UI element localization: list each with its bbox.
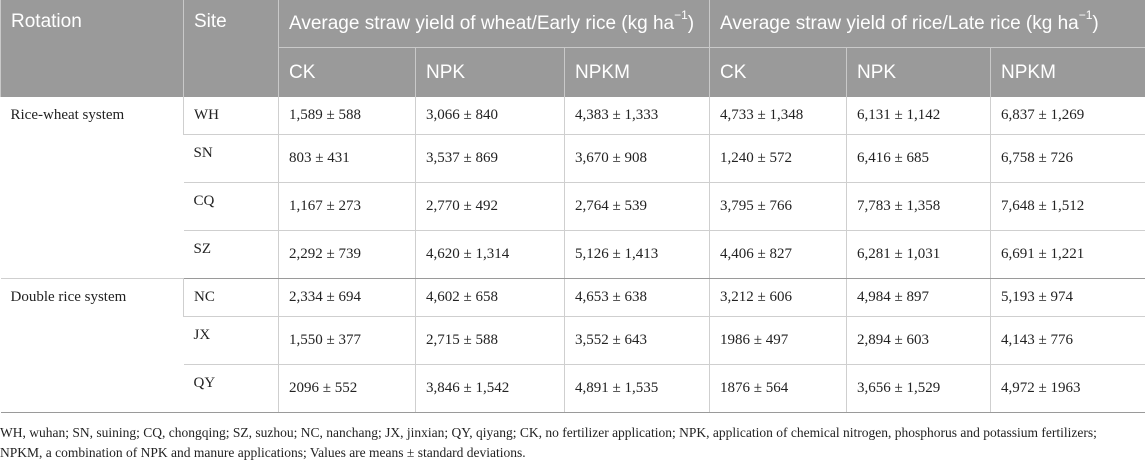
header-group-wheat-early-rice: Average straw yield of wheat/Early rice … (279, 0, 710, 48)
site-cell: CQ (184, 183, 279, 231)
subheader-npkm-2: NPKM (991, 48, 1145, 98)
value-cell: 4,891 ± 1,535 (565, 365, 710, 413)
value-cell: 4,733 ± 1,348 (710, 97, 847, 135)
site-cell: NC (184, 279, 279, 317)
value-cell: 6,131 ± 1,142 (847, 97, 991, 135)
value-cell: 3,537 ± 869 (416, 135, 565, 183)
value-cell: 4,602 ± 658 (416, 279, 565, 317)
header-rotation: Rotation (1, 0, 184, 97)
value-cell: 3,066 ± 840 (416, 97, 565, 135)
value-cell: 4,143 ± 776 (991, 317, 1145, 365)
value-cell: 803 ± 431 (279, 135, 416, 183)
value-cell: 2,715 ± 588 (416, 317, 565, 365)
header-group-rice-late-rice: Average straw yield of rice/Late rice (k… (710, 0, 1145, 48)
value-cell: 1,167 ± 273 (279, 183, 416, 231)
table-footnote: WH, wuhan; SN, suining; CQ, chongqing; S… (0, 413, 1140, 463)
value-cell: 5,126 ± 1,413 (565, 231, 710, 279)
site-cell: JX (184, 317, 279, 365)
value-cell: 7,783 ± 1,358 (847, 183, 991, 231)
value-cell: 2,292 ± 739 (279, 231, 416, 279)
value-cell: 7,648 ± 1,512 (991, 183, 1145, 231)
value-cell: 6,691 ± 1,221 (991, 231, 1145, 279)
header-site: Site (184, 0, 279, 97)
value-cell: 3,846 ± 1,542 (416, 365, 565, 413)
table-row: Rice-wheat system WH 1,589 ± 588 3,066 ±… (1, 97, 1145, 135)
value-cell: 5,193 ± 974 (991, 279, 1145, 317)
value-cell: 4,383 ± 1,333 (565, 97, 710, 135)
value-cell: 4,620 ± 1,314 (416, 231, 565, 279)
value-cell: 3,670 ± 908 (565, 135, 710, 183)
value-cell: 3,212 ± 606 (710, 279, 847, 317)
value-cell: 3,552 ± 643 (565, 317, 710, 365)
value-cell: 1,589 ± 588 (279, 97, 416, 135)
value-cell: 3,795 ± 766 (710, 183, 847, 231)
value-cell: 1986 ± 497 (710, 317, 847, 365)
subheader-npk-1: NPK (416, 48, 565, 98)
value-cell: 6,281 ± 1,031 (847, 231, 991, 279)
value-cell: 3,656 ± 1,529 (847, 365, 991, 413)
site-cell: QY (184, 365, 279, 413)
value-cell: 4,984 ± 897 (847, 279, 991, 317)
value-cell: 6,837 ± 1,269 (991, 97, 1145, 135)
value-cell: 2,334 ± 694 (279, 279, 416, 317)
site-cell: WH (184, 97, 279, 135)
value-cell: 6,758 ± 726 (991, 135, 1145, 183)
subheader-npkm-1: NPKM (565, 48, 710, 98)
value-cell: 2,894 ± 603 (847, 317, 991, 365)
straw-yield-table: Rotation Site Average straw yield of whe… (0, 0, 1145, 413)
value-cell: 4,972 ± 1963 (991, 365, 1145, 413)
subheader-ck-2: CK (710, 48, 847, 98)
value-cell: 1,550 ± 377 (279, 317, 416, 365)
value-cell: 1876 ± 564 (710, 365, 847, 413)
value-cell: 2,770 ± 492 (416, 183, 565, 231)
value-cell: 4,406 ± 827 (710, 231, 847, 279)
value-cell: 4,653 ± 638 (565, 279, 710, 317)
value-cell: 2,764 ± 539 (565, 183, 710, 231)
value-cell: 6,416 ± 685 (847, 135, 991, 183)
value-cell: 2096 ± 552 (279, 365, 416, 413)
rotation-cell: Rice-wheat system (1, 97, 184, 279)
rotation-cell: Double rice system (1, 279, 184, 413)
value-cell: 1,240 ± 572 (710, 135, 847, 183)
site-cell: SZ (184, 231, 279, 279)
subheader-ck-1: CK (279, 48, 416, 98)
table-row: Double rice system NC 2,334 ± 694 4,602 … (1, 279, 1145, 317)
subheader-npk-2: NPK (847, 48, 991, 98)
site-cell: SN (184, 135, 279, 183)
